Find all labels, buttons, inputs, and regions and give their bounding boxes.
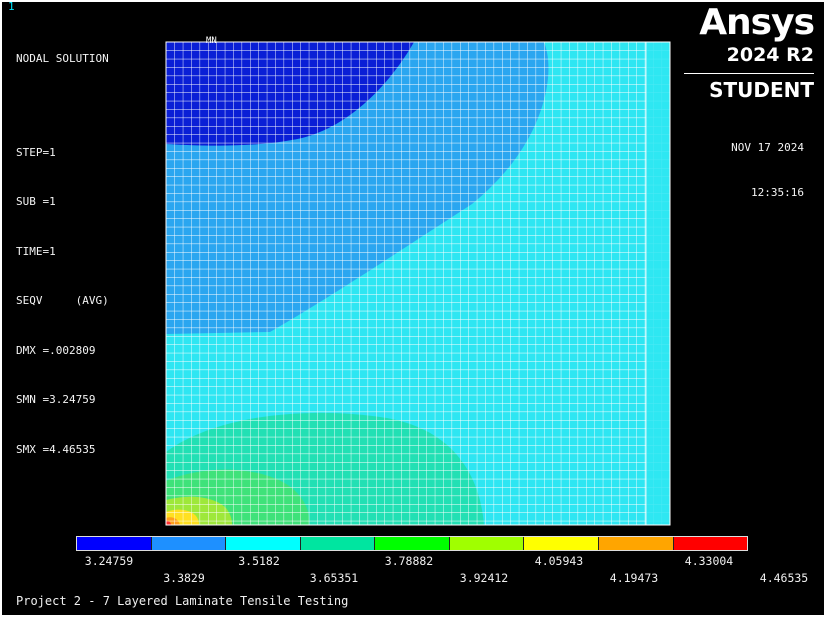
legend-seg-1	[77, 537, 152, 550]
logo-version: 2024 R2	[726, 44, 814, 66]
min-marker: MN	[206, 36, 217, 46]
logo-edition: STUDENT	[709, 78, 814, 102]
legend-label-top-2: 3.5182	[238, 554, 280, 568]
right-edge-layer	[646, 42, 670, 525]
solution-info: NODAL SOLUTION STEP=1 SUB =1 TIME=1 SEQV…	[16, 18, 109, 524]
legend-label-top-3: 3.78882	[384, 554, 434, 568]
plot-title: Project 2 - 7 Layered Laminate Tensile T…	[16, 594, 349, 608]
ansys-logo: Ansys 2024 R2 STUDENT	[684, 2, 815, 102]
legend-seg-8	[598, 537, 674, 550]
legend-label-top-4: 4.05943	[534, 554, 584, 568]
date-text: NOV 17 2024	[731, 141, 804, 154]
info-line-time: TIME=1	[16, 244, 56, 258]
info-line-dmx: DMX =.002809	[16, 343, 96, 357]
time-text: 12:35:16	[751, 186, 804, 199]
info-line-result: SEQV (AVG)	[16, 294, 109, 307]
info-line-smx: SMX =4.46535	[16, 442, 96, 456]
solution-heading: NODAL SOLUTION	[16, 52, 109, 65]
legend-label-bottom-2: 3.65351	[309, 571, 359, 585]
logo-brand: Ansys	[699, 2, 815, 43]
legend-label-bottom-5: 4.46535	[759, 571, 809, 585]
legend-label-bottom-3: 3.92412	[459, 571, 509, 585]
legend-label-bottom-4: 4.19473	[609, 571, 659, 585]
window-number: 1	[8, 2, 15, 13]
legend-color-bar	[76, 536, 748, 551]
legend-label-bottom-1: 3.3829	[163, 571, 205, 585]
legend-seg-6	[449, 537, 525, 550]
info-line-sub: SUB =1	[16, 195, 56, 208]
plate-outline	[165, 41, 671, 526]
legend-seg-7	[524, 537, 599, 550]
info-line-smn: SMN =3.24759	[16, 393, 96, 406]
legend-seg-3	[226, 537, 301, 550]
legend-seg-4	[300, 537, 376, 550]
contour-bands	[166, 42, 670, 525]
datetime-stamp: NOV 17 2024 12:35:16	[731, 110, 804, 230]
contour-plot[interactable]: MN	[162, 36, 672, 528]
legend-seg-9	[673, 537, 748, 550]
element-mesh	[166, 42, 670, 525]
info-line-step: STEP=1	[16, 145, 56, 159]
legend-label-top-1: 3.24759	[84, 554, 134, 568]
legend-seg-2	[151, 537, 227, 550]
legend-seg-5	[375, 537, 450, 550]
legend-label-top-5: 4.33004	[684, 554, 734, 568]
logo-divider	[684, 73, 814, 74]
